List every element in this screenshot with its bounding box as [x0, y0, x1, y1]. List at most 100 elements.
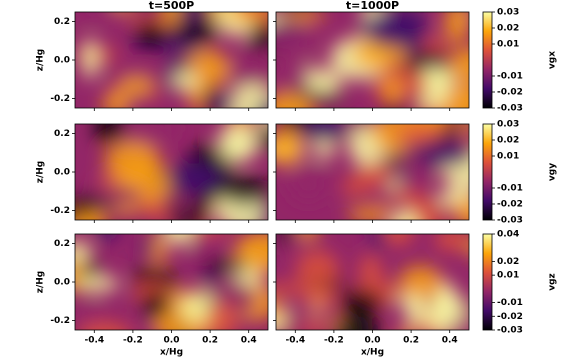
- heatmap-blob: [200, 270, 217, 286]
- heatmap-blob: [276, 129, 302, 166]
- heatmap-blob: [161, 12, 182, 27]
- y-axis-label: z/Hg: [36, 161, 46, 184]
- heatmap-blob: [432, 292, 464, 327]
- heatmap-blob: [400, 92, 422, 108]
- x-tick-label: 0.0: [365, 336, 381, 346]
- heatmap-blob: [133, 267, 162, 285]
- heatmap-blob: [79, 321, 130, 330]
- colorbar: [482, 11, 493, 109]
- heatmap-blob: [82, 38, 99, 80]
- y-tick-label: 0.0: [54, 56, 70, 66]
- heatmap-blob: [306, 69, 342, 94]
- colorbar: [482, 123, 493, 221]
- heatmap-blob: [276, 92, 314, 108]
- heatmap-blob: [405, 293, 426, 327]
- colorbar-tick-label: -0.02: [497, 312, 523, 322]
- colorbar-tick-label: 0.01: [497, 152, 519, 162]
- colorbar-tick-label: 0.01: [497, 271, 519, 281]
- heatmap-blob: [119, 76, 154, 96]
- heatmap-texture: [276, 124, 469, 220]
- colorbar-tick-label: -0.03: [497, 326, 523, 336]
- column-title: t=1000P: [346, 0, 399, 12]
- y-tick-label: 0.2: [54, 17, 70, 27]
- heatmap-blob: [75, 275, 120, 292]
- heatmap-blob: [281, 12, 326, 22]
- heatmap-blob: [339, 289, 383, 315]
- heatmap-blob: [444, 12, 469, 44]
- heatmap-blob: [140, 292, 169, 319]
- colorbar-tick-label: -0.01: [497, 298, 523, 308]
- x-tick-label: 0.4: [442, 336, 458, 346]
- colorbar-label: vgx: [548, 51, 558, 69]
- y-tick-label: 0.2: [54, 239, 70, 249]
- heatmap-blob: [301, 234, 317, 242]
- heatmap-blob: [217, 124, 259, 152]
- heatmap-blob: [160, 124, 180, 136]
- heatmap-blob: [102, 92, 129, 108]
- heatmap-texture: [276, 234, 469, 330]
- y-tick-label: -0.2: [50, 206, 70, 216]
- heatmap-blob: [255, 98, 268, 108]
- heatmap: [75, 0, 268, 108]
- heatmap-texture: [276, 12, 469, 108]
- column-title: t=500P: [149, 0, 195, 12]
- x-tick-label: -0.4: [285, 336, 305, 346]
- heatmap-blob: [94, 124, 125, 144]
- heatmap-blob: [313, 139, 336, 159]
- heatmap-blob: [343, 176, 362, 198]
- colorbar-tick-label: -0.02: [497, 88, 523, 98]
- heatmap-texture: [75, 124, 268, 220]
- x-tick-label: 0.4: [241, 336, 257, 346]
- heatmap-blob: [116, 129, 161, 146]
- heatmap-blob: [381, 77, 403, 101]
- heatmap-blob: [283, 311, 309, 330]
- heatmap-blob: [373, 181, 394, 200]
- heatmap-blob: [135, 22, 168, 48]
- heatmap: [75, 124, 268, 220]
- heatmap-blob: [456, 83, 469, 104]
- colorbar-tick-label: 0.02: [497, 257, 519, 267]
- heatmap-blob: [434, 234, 469, 252]
- heatmap-blob: [170, 165, 215, 196]
- heatmap-blob: [382, 234, 414, 246]
- heatmap-blob: [299, 124, 349, 142]
- heatmap-blob: [202, 258, 250, 274]
- y-tick-label: -0.2: [50, 316, 70, 326]
- x-tick-label: -0.2: [324, 336, 344, 346]
- heatmap-blob: [225, 12, 268, 23]
- heatmap-blob: [287, 166, 330, 203]
- heatmap-blob: [97, 234, 119, 242]
- heatmap-blob: [363, 12, 420, 48]
- x-axis-label: x/Hg: [160, 348, 183, 358]
- heatmap-blob: [398, 265, 443, 301]
- heatmap-blob: [451, 197, 469, 220]
- colorbar-tick-label: 0.01: [497, 40, 519, 50]
- heatmap-blob: [219, 176, 268, 204]
- heatmap-blob: [190, 234, 220, 236]
- x-tick-label: -0.2: [123, 336, 143, 346]
- heatmap-blob: [277, 237, 304, 251]
- heatmap-blob: [225, 84, 268, 108]
- heatmap: [276, 124, 469, 220]
- colorbar-tick-label: 0.04: [497, 230, 519, 240]
- heatmap-blob: [171, 71, 200, 91]
- heatmap: [276, 12, 469, 108]
- heatmap: [75, 234, 268, 330]
- heatmap-blob: [334, 313, 380, 330]
- heatmap-blob: [414, 138, 469, 168]
- heatmap-blob: [246, 12, 268, 14]
- heatmap-blob: [92, 184, 143, 207]
- heatmap-blob: [110, 0, 137, 10]
- heatmap: [276, 234, 469, 330]
- y-tick-label: 0.0: [54, 168, 70, 178]
- colorbar-tick-label: -0.01: [497, 184, 523, 194]
- heatmap-blob: [254, 126, 268, 150]
- x-tick-label: 0.2: [403, 336, 419, 346]
- heatmap-blob: [276, 24, 311, 60]
- colorbar-tick-label: 0.03: [497, 120, 519, 130]
- heatmap-blob: [276, 12, 284, 23]
- colorbar-label: vgy: [548, 163, 558, 181]
- heatmap-blob: [203, 94, 237, 108]
- colorbar-tick-label: -0.02: [497, 200, 523, 210]
